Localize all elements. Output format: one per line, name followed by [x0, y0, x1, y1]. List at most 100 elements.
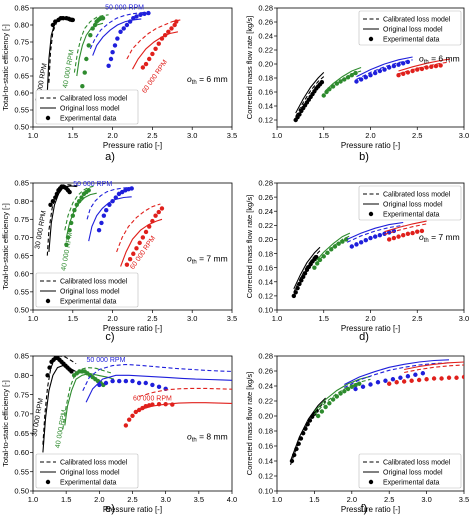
- experimental-data-point: [54, 191, 60, 197]
- x-tick-label: 3.0: [459, 314, 469, 323]
- y-tick-label: 0.85: [14, 352, 29, 361]
- throat-annotation: oth = 8 mm: [187, 432, 228, 444]
- x-tick-label: 1.5: [309, 495, 319, 504]
- experimental-data-point: [156, 402, 162, 407]
- y-tick-label: 0.12: [258, 116, 273, 125]
- panel-label: a): [105, 151, 115, 163]
- experimental-data-point: [401, 61, 406, 66]
- y-tick-label: 0.16: [258, 88, 273, 97]
- legend: Calibrated loss model Original loss model…: [35, 89, 139, 125]
- experimental-data-point: [150, 218, 155, 224]
- experimental-data-point: [340, 239, 345, 244]
- experimental-data-point: [300, 431, 306, 436]
- calibrated-loss-model-line: [89, 11, 147, 50]
- experimental-data-point: [405, 70, 411, 75]
- original-loss-model-line: [92, 18, 142, 56]
- experimental-data-point: [420, 371, 426, 376]
- experimental-data-point: [349, 244, 354, 249]
- experimental-data-point: [147, 224, 152, 229]
- experimental-data-point: [410, 230, 415, 236]
- experimental-data-point: [415, 67, 420, 72]
- legend: Calibrated loss model Original loss model…: [35, 272, 139, 308]
- experimental-data-point: [138, 12, 143, 17]
- y-tick-label: 0.18: [258, 74, 273, 83]
- y-tick-label: 0.70: [14, 233, 29, 242]
- legend-entry: Original loss model: [60, 106, 120, 113]
- experimental-data-point: [387, 65, 392, 70]
- experimental-data-point: [332, 244, 338, 249]
- experimental-data-point: [372, 70, 378, 76]
- x-tick-label: 2.5: [384, 495, 394, 504]
- experimental-data-point: [298, 436, 304, 441]
- x-tick-label: 2.0: [94, 495, 104, 504]
- experimental-data-point: [143, 229, 149, 235]
- experimental-data-point: [461, 374, 464, 380]
- experimental-data-point: [315, 413, 321, 419]
- experimental-data-point: [118, 29, 123, 34]
- plot-area: [291, 220, 427, 299]
- y-tick-label: 0.16: [258, 263, 273, 272]
- y-tick-label: 0.24: [258, 32, 273, 41]
- experimental-data-point: [327, 401, 332, 406]
- experimental-data-point: [419, 228, 425, 234]
- experimental-data-point: [174, 19, 179, 24]
- experimental-data-point: [166, 29, 171, 34]
- experimental-data-point: [307, 418, 313, 423]
- experimental-data-point: [134, 246, 139, 251]
- experimental-data-point: [67, 227, 72, 233]
- experimental-data-point: [391, 235, 397, 241]
- speed-label: 30 000 RPM: [34, 210, 48, 250]
- y-tick-label: 0.75: [14, 38, 29, 47]
- y-tick-label: 0.80: [14, 21, 29, 30]
- legend-marker-swatch: [45, 479, 51, 485]
- y-tick-label: 0.20: [258, 60, 273, 69]
- experimental-data-point: [136, 407, 142, 413]
- experimental-data-point: [45, 373, 50, 378]
- legend-entry: Experimental data: [60, 299, 117, 306]
- experimental-data-point: [172, 22, 177, 28]
- x-tick-label: 1.5: [319, 314, 329, 323]
- y-tick-label: 0.26: [258, 18, 273, 27]
- y-tick-label: 0.50: [14, 306, 29, 315]
- experimental-data-point: [321, 93, 326, 98]
- x-tick-label: 2.0: [365, 314, 375, 323]
- legend-marker-swatch: [368, 211, 374, 217]
- experimental-data-point: [115, 36, 120, 41]
- original-loss-model-line: [120, 218, 163, 267]
- panel-label: e): [105, 503, 115, 515]
- x-tick-label: 4.0: [227, 495, 237, 504]
- experimental-data-point: [146, 10, 151, 16]
- experimental-data-point: [358, 240, 364, 245]
- y-tick-label: 0.18: [258, 249, 273, 258]
- experimental-data-point: [106, 63, 111, 68]
- calibrated-loss-model-line: [384, 223, 427, 236]
- experimental-data-point: [86, 188, 91, 193]
- legend-entry: Calibrated loss model: [383, 460, 451, 467]
- experimental-data-point: [368, 235, 373, 241]
- x-tick-label: 3.0: [160, 495, 170, 504]
- original-loss-model-line: [315, 232, 351, 261]
- x-tick-label: 2.5: [127, 495, 137, 504]
- experimental-data-point: [357, 381, 362, 386]
- experimental-data-point: [150, 51, 155, 57]
- y-axis-label: Corrected mass flow rate [kg/s]: [245, 16, 254, 119]
- speed-label: 50 000 RPM: [105, 5, 144, 12]
- experimental-data-point: [123, 423, 129, 428]
- experimental-data-point: [382, 231, 387, 236]
- x-tick-label: 2.0: [347, 495, 357, 504]
- y-tick-label: 0.18: [258, 427, 273, 436]
- experimental-data-point: [387, 237, 392, 242]
- calibrated-loss-model-line: [295, 76, 325, 117]
- x-axis-label: Pressure ratio [-]: [103, 505, 162, 514]
- experimental-data-point: [353, 70, 358, 76]
- experimental-data-point: [112, 43, 118, 48]
- experimental-data-point: [70, 17, 76, 23]
- calibrated-loss-model-line: [356, 59, 413, 80]
- experimental-data-point: [345, 386, 351, 392]
- plot-area: [46, 184, 165, 267]
- legend-box: [35, 272, 139, 308]
- experimental-data-point: [74, 202, 79, 207]
- experimental-data-point: [394, 380, 399, 385]
- experimental-data-point: [143, 61, 149, 67]
- experimental-data-point: [368, 382, 373, 387]
